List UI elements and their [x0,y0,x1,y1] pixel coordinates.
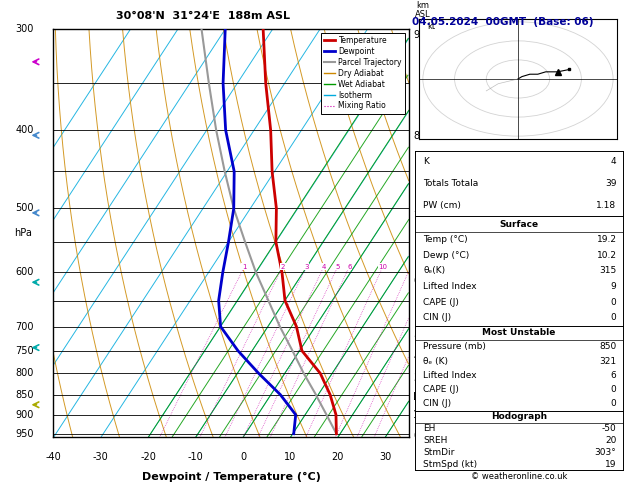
Text: SREH: SREH [423,436,448,445]
Text: -10: -10 [187,451,204,462]
Text: Dewp (°C): Dewp (°C) [423,251,470,260]
Text: StmDir: StmDir [423,448,455,457]
Text: 950: 950 [16,429,34,439]
Text: © weatheronline.co.uk: © weatheronline.co.uk [471,472,568,481]
Text: kt: kt [427,22,435,31]
Text: Hodograph: Hodograph [491,412,547,421]
Text: 800: 800 [16,368,34,379]
Text: 315: 315 [599,266,616,276]
Text: 300: 300 [16,24,34,34]
Text: km
ASL: km ASL [415,1,431,19]
Text: 900: 900 [16,410,34,420]
Text: Totals Totala: Totals Totala [423,179,479,188]
Text: hPa: hPa [14,228,32,238]
Text: 6: 6 [347,263,352,270]
Text: Lifted Index: Lifted Index [423,282,477,291]
Text: 4: 4 [413,352,420,362]
Text: Most Unstable: Most Unstable [482,328,555,337]
Text: CAPE (J): CAPE (J) [423,298,459,307]
Text: 303°: 303° [595,448,616,457]
Text: 850: 850 [599,342,616,351]
Text: 10.2: 10.2 [596,251,616,260]
Text: 700: 700 [16,322,34,331]
Text: 1: 1 [413,410,420,420]
Text: 19: 19 [605,460,616,469]
Text: Mixing Ratio (g/kg): Mixing Ratio (g/kg) [454,193,463,273]
Text: 8: 8 [413,131,420,141]
Text: 0: 0 [611,399,616,408]
Text: Temp (°C): Temp (°C) [423,235,468,244]
Text: CIN (J): CIN (J) [423,399,452,408]
Text: 10: 10 [379,263,387,270]
Text: 500: 500 [16,204,34,213]
Text: 5: 5 [413,329,420,339]
Legend: Temperature, Dewpoint, Parcel Trajectory, Dry Adiabat, Wet Adiabat, Isotherm, Mi: Temperature, Dewpoint, Parcel Trajectory… [321,33,405,114]
Text: Surface: Surface [499,220,538,228]
Text: 400: 400 [16,125,34,135]
Text: EH: EH [423,424,436,433]
Text: 10: 10 [284,451,296,462]
Text: 600: 600 [16,267,34,278]
Text: 7: 7 [413,211,420,221]
Text: 9: 9 [413,30,420,40]
Text: -50: -50 [602,424,616,433]
Text: 3: 3 [413,373,420,383]
Text: 3: 3 [304,263,309,270]
Text: 750: 750 [15,346,34,356]
Text: 19.2: 19.2 [596,235,616,244]
Text: 5: 5 [335,263,340,270]
Text: CAPE (J): CAPE (J) [423,385,459,394]
Text: 39: 39 [605,179,616,188]
Text: 6: 6 [413,276,420,286]
Text: 1: 1 [242,263,247,270]
Text: 04.05.2024  00GMT  (Base: 06): 04.05.2024 00GMT (Base: 06) [413,17,594,27]
Text: 0: 0 [611,298,616,307]
Text: LCL: LCL [413,392,431,402]
Text: -30: -30 [93,451,109,462]
Text: 9: 9 [611,282,616,291]
Text: θₑ (K): θₑ (K) [423,357,448,365]
Text: 2: 2 [413,392,420,402]
Text: Lifted Index: Lifted Index [423,371,477,380]
Text: Dewpoint / Temperature (°C): Dewpoint / Temperature (°C) [142,472,321,482]
Text: Pressure (mb): Pressure (mb) [423,342,486,351]
Text: PW (cm): PW (cm) [423,201,461,210]
Text: 4: 4 [611,157,616,166]
Text: 4: 4 [321,263,326,270]
Text: 1.18: 1.18 [596,201,616,210]
Text: -40: -40 [45,451,62,462]
Text: 30°08'N  31°24'E  188m ASL: 30°08'N 31°24'E 188m ASL [116,11,290,21]
Text: -20: -20 [140,451,156,462]
Text: 0: 0 [611,313,616,322]
Text: CIN (J): CIN (J) [423,313,452,322]
Text: K: K [423,157,430,166]
Text: 0: 0 [413,431,420,441]
Text: 2: 2 [281,263,285,270]
Text: 30: 30 [379,451,391,462]
Text: 6: 6 [611,371,616,380]
Text: StmSpd (kt): StmSpd (kt) [423,460,477,469]
Text: 321: 321 [599,357,616,365]
Text: 0: 0 [240,451,246,462]
Text: 20: 20 [605,436,616,445]
Text: 0: 0 [611,385,616,394]
Text: 850: 850 [16,390,34,399]
Text: 20: 20 [331,451,344,462]
Text: θₑ(K): θₑ(K) [423,266,445,276]
